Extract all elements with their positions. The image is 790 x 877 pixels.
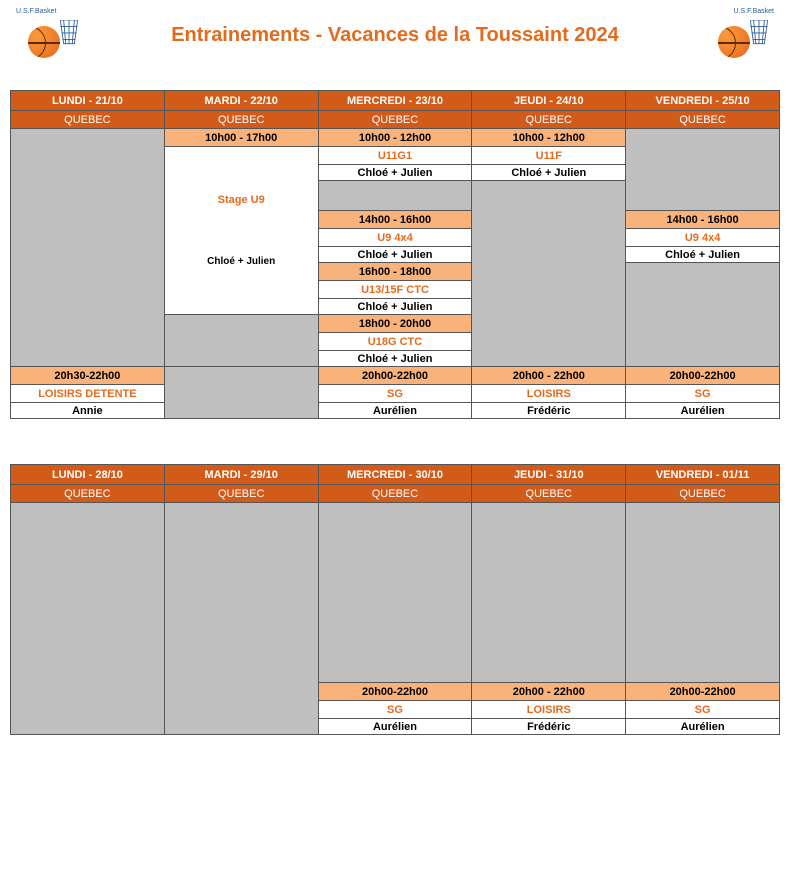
time-slot: 14h00 - 16h00 xyxy=(318,211,472,229)
empty-cell xyxy=(472,503,626,683)
coach-label: Frédéric xyxy=(472,403,626,419)
day-header: VENDREDI - 01/11 xyxy=(626,465,780,485)
table-row: QUEBEC QUEBEC QUEBEC QUEBEC QUEBEC xyxy=(11,111,780,129)
table-row: LOISIRS DETENTE SG LOISIRS SG xyxy=(11,385,780,403)
coach-label: Annie xyxy=(11,403,165,419)
table-row: 20h30-22h00 20h00-22h00 20h00 - 22h00 20… xyxy=(11,367,780,385)
loc-header: QUEBEC xyxy=(472,485,626,503)
week1-table: LUNDI - 21/10 MARDI - 22/10 MERCREDI - 2… xyxy=(10,90,780,419)
group-label: SG xyxy=(318,701,472,719)
coach-label: Frédéric xyxy=(472,719,626,735)
group-label: LOISIRS xyxy=(472,385,626,403)
loc-header: QUEBEC xyxy=(318,111,472,129)
time-slot: 18h00 - 20h00 xyxy=(318,315,472,333)
logo-text: U.S.F.Basket xyxy=(16,8,56,15)
net-icon xyxy=(58,20,80,48)
day-header: MARDI - 22/10 xyxy=(164,91,318,111)
stage-group: Stage U9 xyxy=(218,194,265,206)
coach-label: Chloé + Julien xyxy=(626,247,780,263)
time-slot: 20h00-22h00 xyxy=(318,683,472,701)
group-label: U11G1 xyxy=(318,147,472,165)
stage-cell: Stage U9 Chloé + Julien xyxy=(164,147,318,315)
loc-header: QUEBEC xyxy=(11,111,165,129)
group-label: U11F xyxy=(472,147,626,165)
stage-coach: Chloé + Julien xyxy=(165,256,318,267)
time-slot: 10h00 - 12h00 xyxy=(472,129,626,147)
time-slot: 20h00-22h00 xyxy=(318,367,472,385)
group-label: SG xyxy=(626,385,780,403)
group-label: U18G CTC xyxy=(318,333,472,351)
basketball-icon xyxy=(28,26,60,58)
time-slot: 20h30-22h00 xyxy=(11,367,165,385)
net-icon xyxy=(748,20,770,48)
time-slot: 16h00 - 18h00 xyxy=(318,263,472,281)
time-slot: 14h00 - 16h00 xyxy=(626,211,780,229)
day-header: MARDI - 29/10 xyxy=(164,465,318,485)
page-header: U.S.F.Basket Entrainements - Vacances de… xyxy=(10,10,780,60)
group-label: U13/15F CTC xyxy=(318,281,472,299)
coach-label: Aurélien xyxy=(626,719,780,735)
loc-header: QUEBEC xyxy=(11,485,165,503)
day-header: LUNDI - 21/10 xyxy=(11,91,165,111)
empty-cell xyxy=(626,503,780,683)
table-row: QUEBEC QUEBEC QUEBEC QUEBEC QUEBEC xyxy=(11,485,780,503)
table-row: Annie Aurélien Frédéric Aurélien xyxy=(11,403,780,419)
day-header: LUNDI - 28/10 xyxy=(11,465,165,485)
empty-cell xyxy=(164,503,318,735)
table-row xyxy=(11,503,780,683)
coach-label: Aurélien xyxy=(626,403,780,419)
coach-label: Aurélien xyxy=(318,719,472,735)
club-logo-left: U.S.F.Basket xyxy=(20,10,80,60)
time-slot: 10h00 - 12h00 xyxy=(318,129,472,147)
coach-label: Chloé + Julien xyxy=(318,247,472,263)
day-header: VENDREDI - 25/10 xyxy=(626,91,780,111)
loc-header: QUEBEC xyxy=(626,111,780,129)
page-title: Entrainements - Vacances de la Toussaint… xyxy=(80,24,710,47)
table-row: LUNDI - 21/10 MARDI - 22/10 MERCREDI - 2… xyxy=(11,91,780,111)
day-header: JEUDI - 31/10 xyxy=(472,465,626,485)
empty-cell xyxy=(318,181,472,211)
group-label: LOISIRS DETENTE xyxy=(11,385,165,403)
time-slot: 20h00-22h00 xyxy=(626,367,780,385)
group-label: U9 4x4 xyxy=(626,229,780,247)
loc-header: QUEBEC xyxy=(472,111,626,129)
loc-header: QUEBEC xyxy=(164,485,318,503)
coach-label: Aurélien xyxy=(318,403,472,419)
loc-header: QUEBEC xyxy=(318,485,472,503)
empty-cell xyxy=(472,181,626,367)
empty-cell xyxy=(164,315,318,367)
group-label: SG xyxy=(318,385,472,403)
empty-cell xyxy=(164,367,318,419)
group-label: SG xyxy=(626,701,780,719)
week2-table: LUNDI - 28/10 MARDI - 29/10 MERCREDI - 3… xyxy=(10,464,780,735)
table-row: 10h00 - 17h00 10h00 - 12h00 10h00 - 12h0… xyxy=(11,129,780,147)
empty-cell xyxy=(626,129,780,211)
logo-text: U.S.F.Basket xyxy=(734,8,774,15)
empty-cell xyxy=(11,129,165,367)
empty-cell xyxy=(626,263,780,367)
basketball-icon xyxy=(718,26,750,58)
empty-cell xyxy=(318,503,472,683)
coach-label: Chloé + Julien xyxy=(318,299,472,315)
table-row: LUNDI - 28/10 MARDI - 29/10 MERCREDI - 3… xyxy=(11,465,780,485)
club-logo-right: U.S.F.Basket xyxy=(710,10,770,60)
time-slot: 20h00 - 22h00 xyxy=(472,367,626,385)
day-header: MERCREDI - 23/10 xyxy=(318,91,472,111)
empty-cell xyxy=(11,503,165,735)
time-slot: 20h00-22h00 xyxy=(626,683,780,701)
loc-header: QUEBEC xyxy=(164,111,318,129)
day-header: MERCREDI - 30/10 xyxy=(318,465,472,485)
time-slot: 10h00 - 17h00 xyxy=(164,129,318,147)
loc-header: QUEBEC xyxy=(626,485,780,503)
time-slot: 20h00 - 22h00 xyxy=(472,683,626,701)
coach-label: Chloé + Julien xyxy=(472,165,626,181)
group-label: LOISIRS xyxy=(472,701,626,719)
day-header: JEUDI - 24/10 xyxy=(472,91,626,111)
group-label: U9 4x4 xyxy=(318,229,472,247)
coach-label: Chloé + Julien xyxy=(318,351,472,367)
coach-label: Chloé + Julien xyxy=(318,165,472,181)
